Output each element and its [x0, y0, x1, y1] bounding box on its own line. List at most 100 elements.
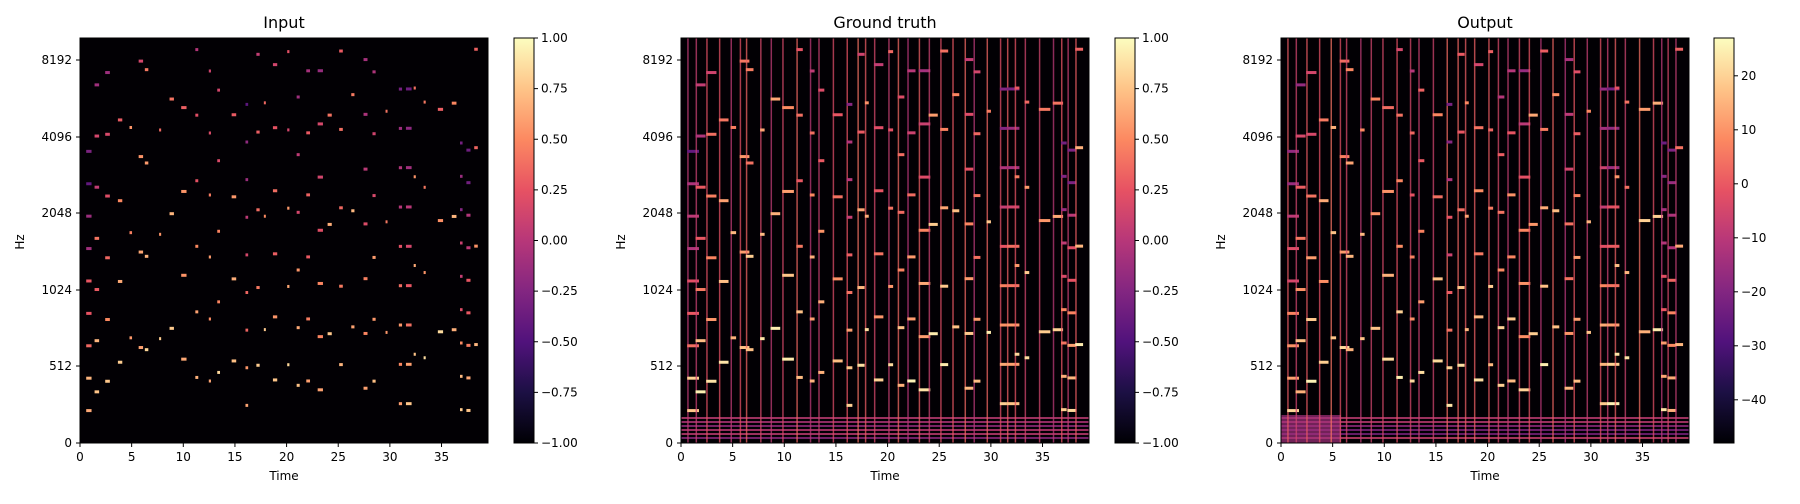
harmonic-band [245, 291, 249, 295]
harmonic-band [398, 205, 403, 209]
harmonic-band [1540, 363, 1549, 367]
onset-streak [706, 38, 708, 443]
onset-streak [1624, 38, 1627, 443]
harmonic-band [105, 318, 110, 322]
harmonic-band [973, 317, 981, 321]
harmonic-band [105, 379, 110, 383]
harmonic-band [1061, 141, 1067, 145]
harmonic-band [1552, 93, 1560, 97]
onset-streak [782, 38, 784, 443]
harmonic-band [857, 286, 865, 290]
harmonic-band [105, 71, 110, 75]
harmonic-band [695, 288, 706, 292]
onset-streak [1667, 38, 1669, 443]
harmonic-band [245, 366, 249, 370]
harmonic-band [857, 52, 865, 56]
harmonic-band [1652, 101, 1664, 105]
harmonic-band [1661, 341, 1667, 345]
harmonic-band [256, 52, 260, 56]
x-axis-label: Time [1469, 469, 1499, 483]
noise-floor-band [1281, 425, 1689, 427]
harmonic-band [195, 244, 199, 248]
harmonic-band [1345, 68, 1354, 72]
harmonic-band [918, 69, 931, 73]
x-tick-label: 25 [331, 450, 346, 464]
colorbar-tick-label: 0.25 [541, 183, 568, 197]
harmonic-band [1614, 175, 1620, 179]
harmonic-band [405, 126, 412, 130]
harmonic-band [339, 363, 343, 367]
harmonic-band [1446, 178, 1453, 182]
harmonic-band [687, 344, 699, 348]
harmonic-band [1306, 194, 1317, 198]
harmonic-band [918, 175, 931, 179]
harmonic-band [94, 236, 100, 240]
harmonic-band [1067, 278, 1077, 282]
colorbar-tick-label: 0.75 [1142, 82, 1169, 96]
onset-streak [1370, 38, 1373, 443]
onset-streak [718, 38, 721, 443]
harmonic-band [1052, 328, 1064, 332]
harmonic-band [940, 49, 949, 53]
colorbar: 1.00 0.75 0.50 0.25 0.00 −0.25 −0.50 −0.75 −1.00 [1114, 31, 1179, 450]
colorbar-tick-label: 0.00 [1142, 234, 1169, 248]
harmonic-band [94, 390, 100, 394]
harmonic-band [474, 146, 478, 150]
harmonic-band [1006, 402, 1020, 406]
harmonic-band [363, 112, 368, 116]
harmonic-band [1061, 408, 1067, 412]
harmonic-band [317, 228, 323, 232]
harmonic-band [306, 69, 311, 73]
harmonic-band [86, 409, 92, 413]
harmonic-band [687, 376, 699, 380]
harmonic-band [1446, 291, 1453, 295]
harmonic-band [897, 210, 905, 214]
harmonic-band [1667, 148, 1677, 152]
harmonic-band [1295, 185, 1306, 189]
onset-streak [745, 38, 748, 443]
noise-floor-band [681, 417, 1089, 419]
colorbar-gradient [513, 37, 535, 444]
harmonic-band [1464, 214, 1469, 218]
onset-streak [1507, 38, 1509, 443]
harmonic-band [272, 126, 278, 130]
harmonic-band [818, 300, 825, 304]
onset-streak [687, 38, 689, 443]
harmonic-band [1014, 264, 1020, 268]
harmonic-band [1661, 374, 1667, 378]
harmonic-band [117, 199, 123, 203]
harmonic-band [1507, 255, 1516, 259]
harmonic-band [706, 256, 717, 260]
harmonic-band [86, 279, 92, 283]
harmonic-band [405, 362, 412, 366]
harmonic-band [873, 315, 884, 319]
harmonic-band [1667, 376, 1677, 380]
spectrogram-panel: Input 0 5 10 15 20 25 30 35 Time 0 512 1024 2048 4096 8… [13, 13, 578, 483]
harmonic-band [1667, 311, 1677, 315]
harmonic-band [809, 317, 815, 321]
harmonic-band [687, 279, 699, 283]
harmonic-band [796, 375, 803, 379]
harmonic-band [1652, 214, 1664, 218]
harmonic-band [1473, 189, 1484, 193]
harmonic-band [1457, 52, 1465, 56]
harmonic-band [296, 383, 300, 387]
harmonic-band [760, 232, 765, 236]
harmonic-band [1667, 278, 1677, 282]
harmonic-band [144, 68, 149, 72]
harmonic-band [317, 388, 323, 392]
harmonic-band [1287, 214, 1299, 218]
harmonic-band [1599, 284, 1607, 288]
harmonic-band [1606, 362, 1620, 366]
harmonic-band [398, 87, 403, 91]
heatmap-background [80, 38, 488, 443]
harmonic-band [1488, 50, 1494, 54]
heatmap-cells [86, 47, 478, 413]
harmonic-band [1295, 339, 1306, 343]
onset-streak [1552, 38, 1554, 443]
harmonic-band [1061, 274, 1067, 278]
harmonic-band [208, 379, 211, 383]
harmonic-band [1564, 331, 1574, 335]
harmonic-band [1606, 126, 1620, 130]
harmonic-band [1287, 247, 1299, 251]
